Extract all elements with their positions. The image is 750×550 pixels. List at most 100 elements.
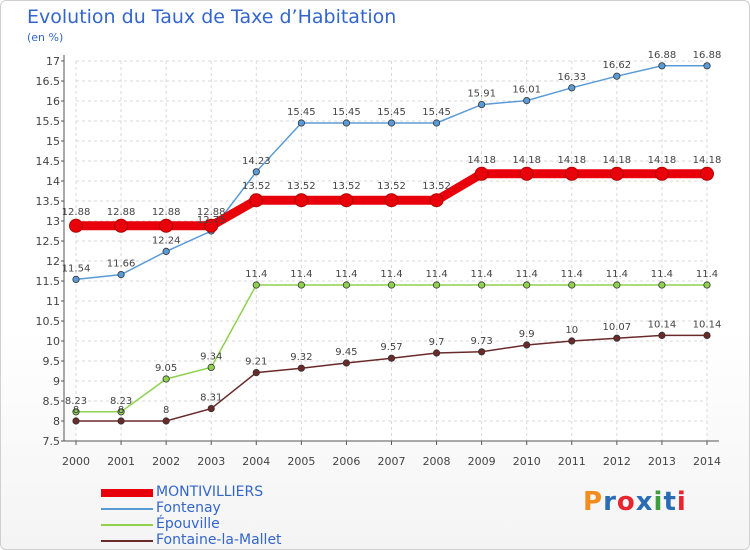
data-label-epouville: 8.23 <box>65 396 87 407</box>
data-point-fontenay <box>252 168 260 176</box>
data-label-fontaine-la-mallet: 8 <box>73 405 79 416</box>
data-point-montivilliers <box>474 166 489 181</box>
x-tick-label: 2007 <box>378 455 406 468</box>
data-label-montivilliers: 12.88 <box>62 207 91 218</box>
x-tick-label: 2010 <box>513 455 541 468</box>
y-tick-label: 16.5 <box>36 75 61 88</box>
legend-label-fontaine-la-mallet: Fontaine-la-Mallet <box>156 532 282 548</box>
logo-letter: i <box>653 487 664 517</box>
data-point-fontaine-la-mallet <box>387 354 396 362</box>
x-tick-label: 2003 <box>197 455 225 468</box>
data-point-epouville <box>117 408 125 416</box>
proxiti-logo: Proxiti <box>583 487 687 517</box>
data-label-epouville: 11.4 <box>561 269 583 280</box>
data-point-epouville <box>658 281 666 289</box>
data-label-layer: 8 8 8 8.31 9.21 9.32 9.45 9.57 9.7 9.73 9.9 10 10.07… <box>62 50 722 416</box>
data-point-montivilliers <box>294 193 309 208</box>
data-label-montivilliers: 12.88 <box>152 207 181 218</box>
data-point-fontaine-la-mallet <box>432 349 441 357</box>
data-label-fontaine-la-mallet: 9.7 <box>429 337 445 348</box>
data-label-fontaine-la-mallet: 10.07 <box>603 322 632 333</box>
data-point-fontenay <box>703 62 711 70</box>
data-point-epouville <box>72 408 80 416</box>
logo-letter: r <box>603 487 617 517</box>
y-tick-label: 10.5 <box>36 315 61 328</box>
y-tick-label: 11 <box>46 295 60 308</box>
y-tick-label: 15 <box>46 135 60 148</box>
y-tick-label: 13.5 <box>36 195 61 208</box>
y-tick-label: 8 <box>53 415 60 428</box>
data-label-epouville: 11.4 <box>290 269 312 280</box>
data-label-fontaine-la-mallet: 9.9 <box>519 329 535 340</box>
data-point-fontenay <box>523 97 531 105</box>
data-point-fontenay <box>162 247 170 255</box>
data-label-fontaine-la-mallet: 10.14 <box>693 319 722 330</box>
data-point-fontaine-la-mallet <box>478 348 486 356</box>
data-point-fontaine-la-mallet <box>162 417 170 425</box>
data-point-montivilliers <box>159 218 174 233</box>
x-tick-label: 2013 <box>648 455 676 468</box>
data-point-fontaine-la-mallet <box>703 331 711 339</box>
data-label-epouville: 11.4 <box>471 269 493 280</box>
data-point-epouville <box>162 375 170 383</box>
data-point-fontenay <box>613 72 621 80</box>
legend-label-montivilliers: MONTIVILLIERS <box>156 484 264 500</box>
data-point-montivilliers <box>204 218 219 233</box>
data-point-montivilliers <box>69 218 83 233</box>
data-label-fontenay: 16.88 <box>648 50 677 61</box>
data-label-montivilliers: 14.18 <box>603 155 632 166</box>
legend-item-fontaine-la-mallet: Fontaine-la-Mallet <box>101 532 361 549</box>
data-label-fontenay: 16.33 <box>557 72 586 83</box>
legend-swatch-fontenay <box>101 508 153 510</box>
legend-swatch-fontaine-la-mallet <box>101 540 153 542</box>
series-layer <box>69 62 714 425</box>
data-point-fontaine-la-mallet <box>342 359 351 367</box>
grid-layer <box>75 60 708 442</box>
data-label-epouville: 11.4 <box>606 269 628 280</box>
data-label-fontenay: 15.45 <box>377 107 406 118</box>
legend-item-fontenay: Fontenay <box>101 500 361 517</box>
data-point-fontaine-la-mallet <box>658 331 666 339</box>
data-point-fontenay <box>297 119 305 127</box>
data-point-montivilliers <box>700 166 714 181</box>
y-tick-label: 9.5 <box>43 355 61 368</box>
data-point-fontaine-la-mallet <box>117 417 125 425</box>
logo-letter: P <box>583 487 604 517</box>
data-point-epouville <box>568 281 576 289</box>
x-tick-label: 2001 <box>107 455 135 468</box>
data-point-epouville <box>207 363 215 371</box>
data-label-fontaine-la-mallet: 9.21 <box>245 357 267 368</box>
data-label-epouville: 11.4 <box>651 269 673 280</box>
y-tick-label: 12 <box>46 255 60 268</box>
data-label-epouville: 11.4 <box>516 269 538 280</box>
y-tick-label: 13 <box>46 215 60 228</box>
data-label-montivilliers: 14.18 <box>512 155 541 166</box>
data-point-montivilliers <box>429 193 444 208</box>
data-label-montivilliers: 12.88 <box>197 207 226 218</box>
data-label-fontaine-la-mallet: 8.31 <box>200 393 222 404</box>
data-label-fontaine-la-mallet: 9.32 <box>290 352 312 363</box>
data-point-montivilliers <box>114 218 129 233</box>
data-point-fontenay <box>658 62 666 70</box>
x-tick-label: 2014 <box>693 455 721 468</box>
y-tick-label: 12.5 <box>36 235 61 248</box>
legend-label-epouville: Épouville <box>156 516 220 532</box>
logo-letter: o <box>616 487 636 517</box>
data-label-montivilliers: 13.52 <box>287 181 316 192</box>
data-point-fontenay <box>478 101 486 109</box>
legend-item-epouville: Épouville <box>101 516 361 533</box>
x-tick-label: 2002 <box>152 455 180 468</box>
data-label-epouville: 11.4 <box>380 269 402 280</box>
axis-layer: 7.5 8 8.5 9 9.5 10 10.5 11 11.5 12 12.5 13 13.5 14 14.… <box>36 55 721 468</box>
data-label-fontaine-la-mallet: 8 <box>163 405 169 416</box>
data-point-fontaine-la-mallet <box>207 404 215 413</box>
data-label-fontenay: 16.01 <box>512 85 541 96</box>
x-tick-label: 2004 <box>242 455 270 468</box>
x-tick-label: 2011 <box>558 455 586 468</box>
data-point-fontaine-la-mallet <box>568 337 576 345</box>
data-label-montivilliers: 13.52 <box>377 181 406 192</box>
chart-unit-label: (en %) <box>27 31 64 44</box>
data-label-fontaine-la-mallet: 9.45 <box>335 347 357 358</box>
data-point-fontenay <box>568 84 576 92</box>
